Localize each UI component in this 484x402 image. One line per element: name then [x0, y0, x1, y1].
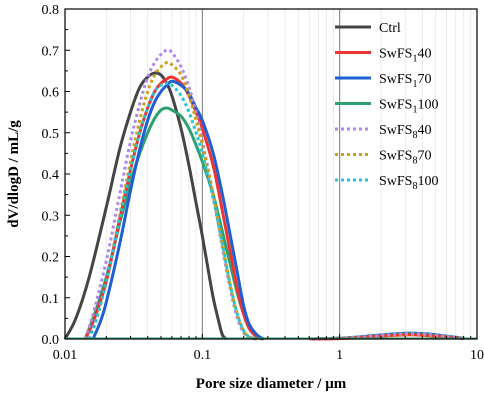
grid-layer [105, 9, 472, 339]
y-tick-label: 0.6 [42, 86, 60, 101]
series-line-swfs840 [83, 48, 258, 341]
legend-label: SwFS1100 [379, 98, 438, 116]
y-tick-label: 0.5 [42, 127, 60, 142]
y-tick-label: 0.8 [42, 3, 60, 18]
series-line-swfs170 [91, 79, 265, 341]
series-line-swfs140 [83, 75, 265, 341]
x-axis-title: Pore size diameter / μm [196, 376, 347, 392]
y-tick-label: 0.2 [42, 251, 60, 266]
legend-label: Ctrl [379, 21, 401, 36]
x-tick-label: 10 [470, 348, 484, 363]
legend-label: SwFS840 [379, 123, 431, 141]
x-tick-label: 0.01 [53, 348, 78, 363]
y-tick-label: 0.7 [42, 44, 60, 59]
legend-label: SwFS170 [379, 72, 431, 90]
y-tick-label: 0.0 [42, 333, 60, 348]
y-tick-label: 0.1 [42, 292, 60, 307]
x-tick-label: 0.1 [194, 348, 212, 363]
legend: Ctrl SwFS140 SwFS170 SwFS1100 SwFS840 SwFS870… [335, 21, 438, 192]
y-tick-label: 0.4 [42, 168, 60, 183]
series-line-swfs8100 [87, 81, 258, 341]
legend-label: SwFS140 [379, 47, 431, 65]
x-tick-label: 1 [336, 348, 343, 363]
y-tick-label: 0.3 [42, 209, 60, 224]
tick-layer: 0.0 0.1 0.2 0.3 0.4 0.5 0.6 0.7 0.8 0.01 0.1 1 10 [42, 3, 484, 363]
legend-label: SwFS870 [379, 149, 431, 167]
y-axis-title: dV/dlogD / mL/g [6, 120, 22, 228]
legend-label: SwFS8100 [379, 174, 438, 192]
